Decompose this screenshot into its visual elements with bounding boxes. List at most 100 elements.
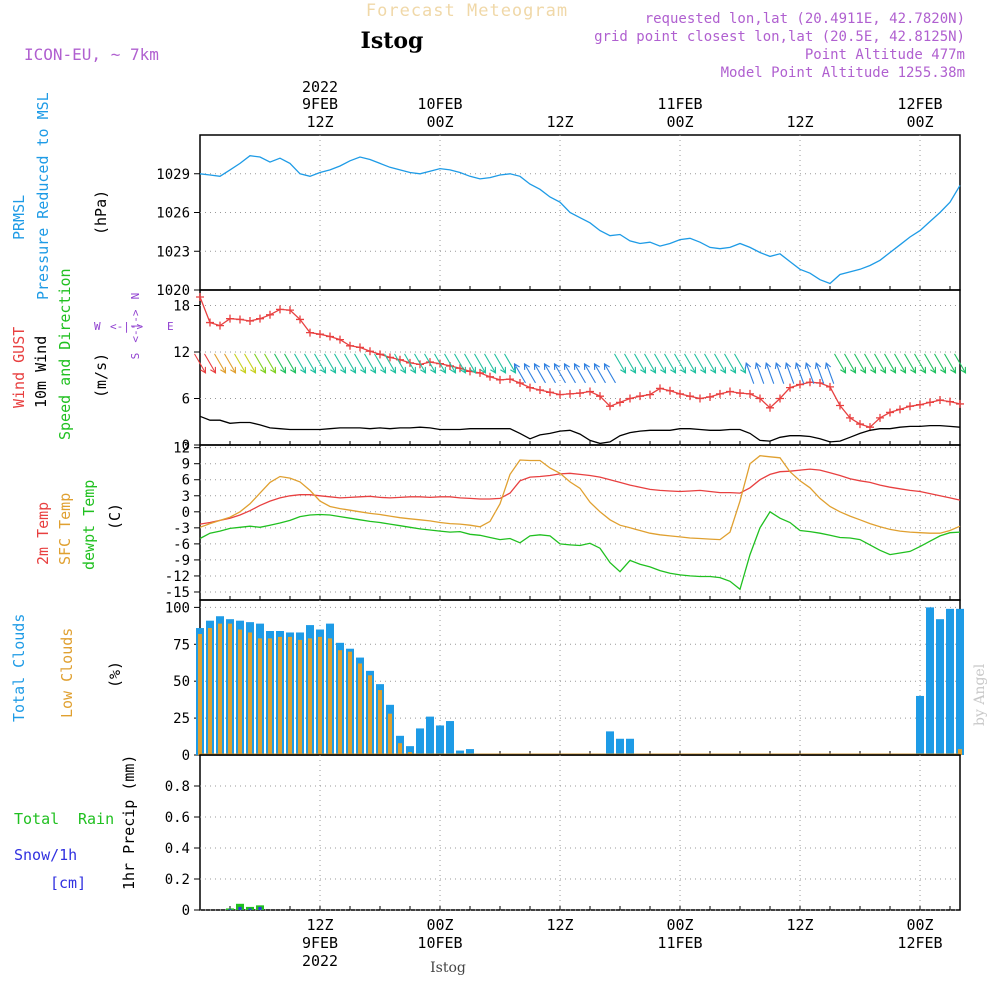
gust-marker [886, 408, 894, 417]
wind-arrow-head [650, 366, 657, 374]
y-tick-label: 0 [182, 438, 190, 454]
gust-marker [676, 389, 684, 398]
total-cloud-bar [436, 725, 444, 755]
gust-marker [246, 317, 254, 325]
gust-marker [896, 405, 904, 414]
wind-arrow [534, 363, 546, 384]
compass-north: N [129, 293, 142, 300]
wind-arrow-head [440, 366, 447, 374]
gust-marker [266, 310, 274, 319]
compass-ns-line: <-|-> [129, 309, 142, 342]
bottom-date-label: 11FEB [657, 934, 702, 952]
low-cloud-bar [348, 651, 352, 755]
wind-arrow [874, 353, 886, 374]
y-tick-label: 25 [173, 711, 190, 727]
wind-arrow-head [593, 362, 600, 370]
wind-arrow-head [690, 366, 697, 374]
wind-arrow-head [730, 366, 737, 374]
low-cloud-bar [278, 636, 282, 755]
compass-east: E [167, 320, 174, 333]
gust-marker [346, 341, 354, 350]
gust-marker [566, 389, 574, 398]
gust-marker [636, 392, 644, 401]
series-line-10m-wind [199, 415, 961, 445]
wind-arrow-head [700, 366, 707, 374]
total-rain-label: Total [14, 810, 59, 828]
credit-label: by Angel [972, 663, 988, 726]
total-clouds-label: Total Clouds [10, 614, 28, 722]
low-cloud-bar [388, 713, 392, 755]
low-cloud-bar [328, 638, 332, 755]
top-date-label: 9FEB [302, 95, 338, 113]
wind-arrow [434, 353, 446, 374]
wind-arrow-head [603, 362, 610, 370]
y-tick-label: 0.8 [165, 779, 190, 795]
wind-arrow-head [710, 366, 717, 374]
wind-arrow [934, 353, 946, 374]
wind-desc-label: Speed and Direction [56, 268, 74, 440]
wind-arrow [354, 353, 366, 374]
snow-label: Snow/1h [14, 846, 77, 864]
low-cloud-bar [378, 690, 382, 755]
y-tick-label: -3 [173, 521, 190, 537]
wind-arrow-head [930, 366, 937, 374]
t2m-label: 2m Temp [34, 502, 52, 565]
gust-marker [816, 379, 824, 387]
gust-marker [716, 389, 724, 398]
low-cloud-bar [228, 623, 232, 755]
gust-marker [546, 388, 554, 397]
y-tick-label: 0.6 [165, 810, 190, 826]
bottom-date-label: 9FEB [302, 934, 338, 952]
gust-marker [286, 306, 294, 315]
wind-arrow-head [950, 366, 957, 374]
wind-arrow-head [420, 366, 427, 374]
y-tick-label: -6 [173, 537, 190, 553]
wind-arrow [954, 353, 966, 374]
gust-marker [586, 387, 594, 396]
wind-arrow-head [860, 366, 867, 374]
wind-arrow-head [870, 366, 877, 374]
wind-arrow-head [210, 366, 217, 374]
wind-arrow-head [523, 362, 530, 370]
low-cloud-bar [218, 623, 222, 755]
panel-1: 1020 1023 1026 1029 [156, 134, 961, 299]
wind-arrow-head [460, 366, 467, 374]
y-tick-label: 0 [182, 903, 190, 919]
y-tick-label: -12 [165, 569, 190, 585]
y-tick-label: 18 [173, 299, 190, 315]
total-cloud-bar [956, 608, 964, 755]
total-cloud-bar [626, 738, 634, 755]
wind-arrow-head [824, 361, 832, 370]
wind-arrow-head [480, 366, 487, 374]
gust-marker [756, 394, 764, 403]
gust-marker [496, 375, 504, 384]
top-hour-label: 00Z [906, 113, 933, 131]
model-altitude: Model Point Altitude 1255.38m [721, 65, 965, 81]
wind-arrow [904, 353, 916, 374]
wind-arrow [234, 353, 246, 374]
wind-arrow [584, 363, 596, 384]
total-cloud-bar [406, 746, 414, 755]
wind-arrow [244, 353, 256, 374]
wind-arrow-head [320, 366, 327, 374]
wind-arrow-head [310, 366, 317, 374]
wind-arrow-head [794, 361, 802, 370]
wind-arrow [924, 353, 936, 374]
wind-arrow [684, 353, 696, 374]
wind-arrow [765, 362, 775, 384]
gust-marker [486, 372, 494, 381]
point-altitude: Point Altitude 477m [805, 47, 965, 63]
wind-arrow [374, 353, 386, 374]
wind-arrow-head [543, 362, 550, 370]
bottom-hour-label: 00Z [426, 916, 453, 934]
gust-marker [666, 386, 674, 395]
compass-south: S [129, 353, 142, 360]
wind-arrow [564, 363, 576, 384]
total-cloud-bar [936, 619, 944, 755]
gust-marker [936, 396, 944, 405]
low-cloud-bar [358, 663, 362, 755]
series-line-dewpt-temp [199, 510, 961, 591]
wind-arrow [944, 353, 956, 374]
wind-arrow [594, 363, 606, 384]
wind-arrow [664, 353, 676, 374]
